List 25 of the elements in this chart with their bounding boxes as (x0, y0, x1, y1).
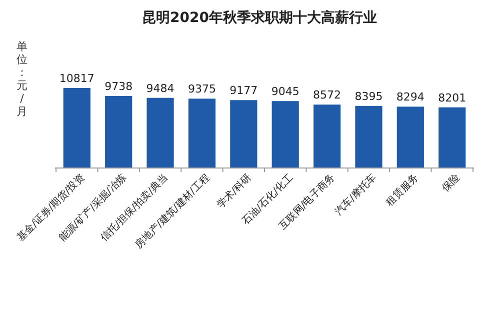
bar (396, 106, 424, 168)
bar (272, 101, 299, 168)
data-label: 8572 (313, 88, 342, 102)
bar (313, 104, 341, 168)
x-tick-label: 租赁服务 (384, 172, 421, 208)
y-axis-title: 单位：元/月 (16, 40, 28, 118)
bar (188, 98, 216, 168)
bar (146, 98, 174, 168)
data-label: 9177 (230, 84, 258, 98)
data-label: 8294 (396, 90, 424, 104)
data-label: 10817 (59, 72, 94, 85)
data-label: 8395 (354, 90, 383, 103)
x-tick-label: 汽车/摩托车 (332, 172, 379, 218)
data-label: 9045 (271, 85, 300, 98)
data-label: 9484 (146, 82, 174, 95)
data-label: 9375 (188, 82, 216, 96)
x-tick-label: 保险 (440, 172, 462, 194)
data-label: 8201 (438, 91, 466, 104)
bar (355, 106, 382, 168)
bar (230, 100, 258, 168)
data-label: 9738 (104, 80, 133, 93)
bar (438, 107, 466, 168)
chart-title: 昆明2020年秋季求职期十大高薪行业 (142, 9, 377, 26)
bar (105, 96, 132, 168)
bar (63, 88, 90, 168)
